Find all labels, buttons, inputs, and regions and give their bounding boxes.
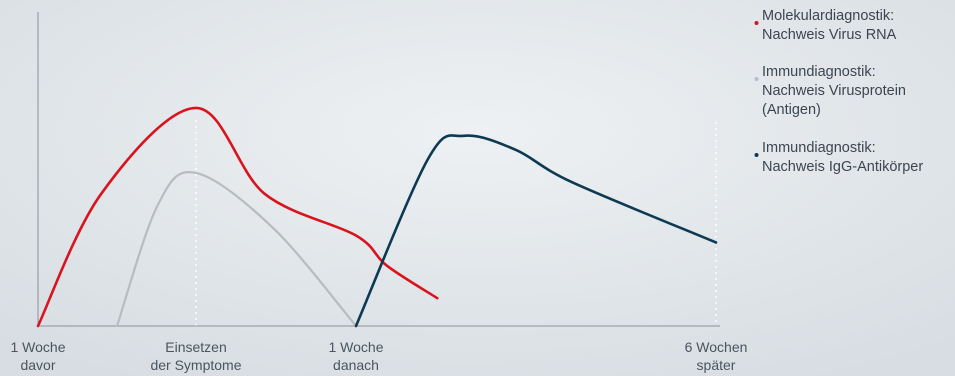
- legend-item-antigen: Immundiagnostik: Nachweis Virusprotein (An…: [754, 64, 906, 118]
- legend-marker: [754, 153, 759, 157]
- series-line-virus-rna: [36, 106, 439, 328]
- x-tick-label: 1 Woche danach: [329, 339, 384, 373]
- legend-label: Immundiagnostik: Nachweis IgG-Antikörper: [762, 140, 923, 175]
- series-line-antigen: [115, 171, 358, 328]
- legend-marker: [754, 77, 759, 81]
- x-tick-label: Einsetzen der Symptome: [150, 339, 241, 373]
- legend-label: Immundiagnostik: Nachweis Virusprotein (An…: [762, 64, 906, 118]
- x-tick-label: 1 Woche davor: [11, 339, 66, 373]
- legend-marker: [754, 21, 759, 25]
- x-tick-label: 6 Wochen später: [685, 339, 748, 373]
- series-line-igg-antibody: [354, 134, 718, 328]
- legend-label: Molekulardiagnostik: Nachweis Virus RNA: [762, 8, 897, 43]
- legend-item-virus-rna: Molekulardiagnostik: Nachweis Virus RNA: [754, 8, 897, 43]
- legend-item-igg-antibody: Immundiagnostik: Nachweis IgG-Antikörper: [754, 140, 923, 175]
